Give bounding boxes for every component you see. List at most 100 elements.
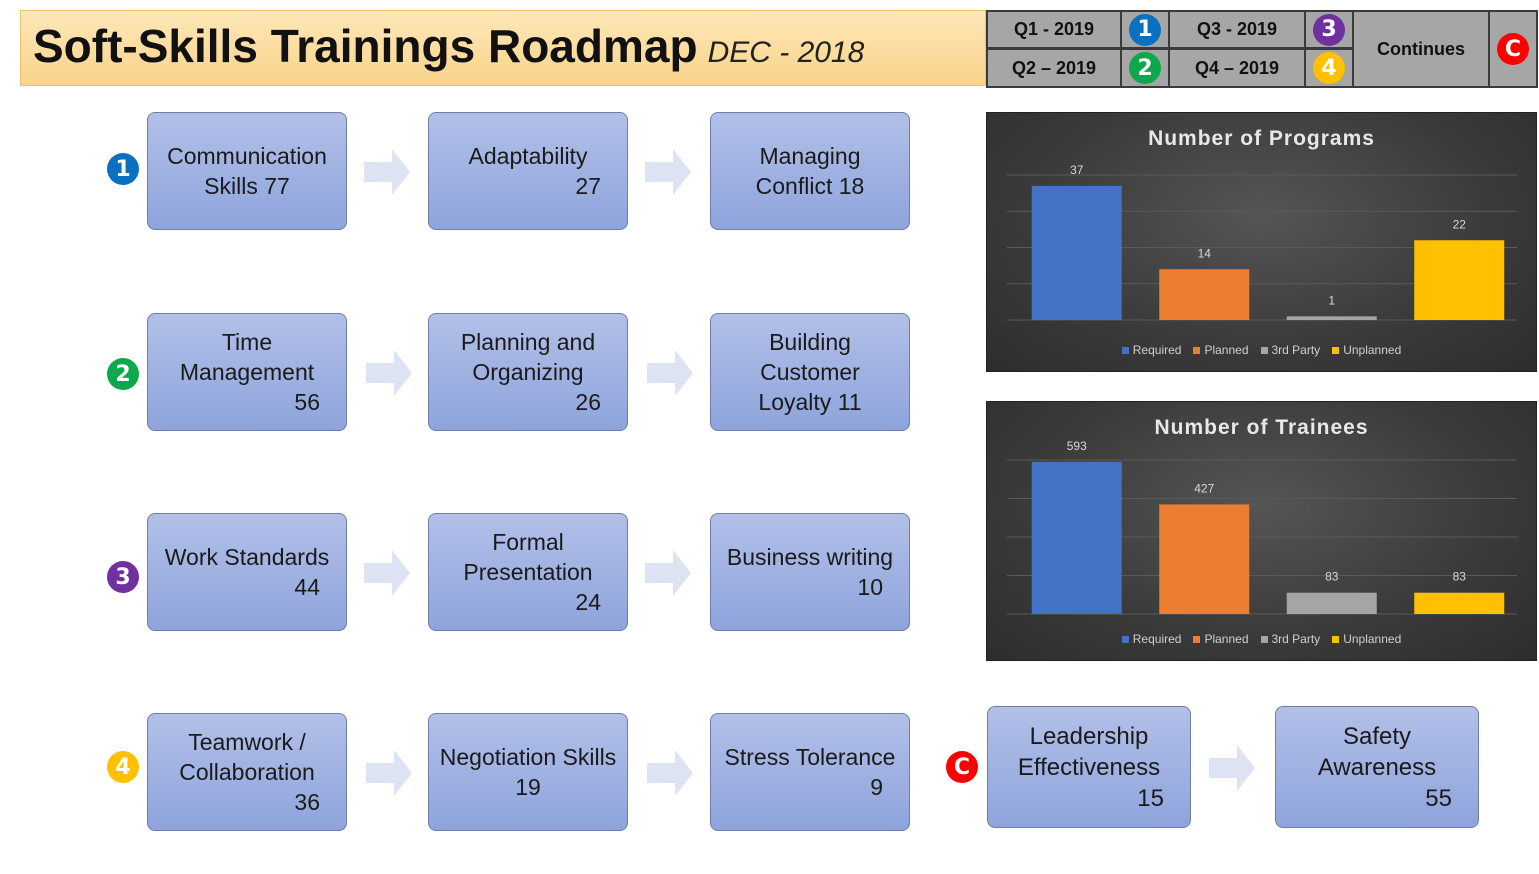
legend-label: Planned (1204, 632, 1249, 646)
legend-swatch (1121, 635, 1129, 643)
legend-label: 3rd Party (1271, 632, 1321, 646)
chart-legend: Required Planned 3rd Party Unplanned (987, 343, 1536, 357)
badge-4-icon: 4 (1313, 52, 1345, 84)
bar-required (1031, 185, 1122, 320)
legend-item-unplanned: Unplanned (1332, 343, 1401, 357)
legend-label: Unplanned (1343, 343, 1402, 357)
title-bar: Soft-Skills Trainings Roadmap DEC - 2018 (20, 10, 986, 86)
legend-swatch (1193, 346, 1201, 354)
legend-label: Required (1132, 343, 1182, 357)
row-4-badge-icon: 4 (107, 751, 139, 783)
training-time-management: Time Management 56 (147, 313, 347, 431)
legend-q1-label: Q1 - 2019 (986, 10, 1122, 49)
legend-swatch (1193, 635, 1201, 643)
title-text: Soft-Skills Trainings Roadmap (33, 20, 698, 72)
training-name: Planning and Organizing (460, 329, 596, 385)
data-label: 83 (1453, 570, 1467, 584)
data-label: 83 (1325, 570, 1339, 584)
chart-legend: Required Planned 3rd Party Unplanned (987, 632, 1536, 646)
arrow-right-icon (364, 550, 410, 596)
legend-item-unplanned: Unplanned (1332, 632, 1401, 646)
training-name: Communication Skills (167, 143, 327, 199)
legend-item-3rd-party: 3rd Party (1260, 343, 1320, 357)
training-name: Business writing (726, 544, 894, 570)
title-date: DEC - 2018 (707, 36, 865, 69)
row-2-badge-icon: 2 (107, 358, 139, 390)
training-count: 18 (838, 173, 865, 199)
legend-swatch (1260, 346, 1268, 354)
arrow-right-icon (645, 149, 691, 195)
training-count: 77 (264, 173, 290, 199)
chart-programs-plot: 37 14 1 22 (1007, 163, 1517, 321)
training-customer-loyalty: Building Customer Loyalty 11 (710, 313, 910, 431)
badge-1-icon: 1 (1129, 13, 1161, 46)
training-name: Negotiation Skills (439, 744, 617, 770)
training-count: 36 (294, 789, 320, 815)
arrow-right-icon (366, 350, 412, 396)
legend-label: Required (1132, 632, 1182, 646)
arrow-right-icon (647, 750, 693, 796)
data-label: 22 (1453, 217, 1467, 231)
legend-item-planned: Planned (1193, 632, 1249, 646)
training-count: 27 (575, 173, 601, 199)
chart-title: Number of Programs (1148, 127, 1375, 150)
legend-swatch (1332, 346, 1340, 354)
legend-q2-label: Q2 – 2019 (986, 48, 1122, 88)
training-count: 56 (294, 389, 320, 415)
arrow-right-icon (647, 350, 693, 396)
legend-q4-label: Q4 – 2019 (1168, 48, 1306, 88)
legend-continues-label: Continues (1352, 10, 1490, 88)
training-name: Formal Presentation (463, 529, 593, 585)
badge-2-icon: 2 (1129, 52, 1161, 84)
bar-3rd-party (1286, 316, 1377, 320)
bar-planned (1159, 504, 1250, 614)
training-business-writing: Business writing 10 (710, 513, 910, 631)
training-planning-organizing: Planning and Organizing 26 (428, 313, 628, 431)
training-name: Leadership Effectiveness (1017, 722, 1161, 781)
badge-c-icon: C (1497, 33, 1529, 65)
legend-item-planned: Planned (1193, 343, 1249, 357)
training-count: 26 (575, 389, 601, 415)
training-count: 55 (1425, 784, 1452, 812)
legend-swatch (1332, 635, 1340, 643)
legend-q3-label: Q3 - 2019 (1168, 10, 1306, 49)
training-name: Work Standards (164, 544, 330, 570)
row-3-badge-icon: 3 (107, 561, 139, 593)
legend-q1-badge-cell: 1 (1120, 10, 1170, 49)
chart-trainees-plot: 593 427 83 83 (1007, 439, 1517, 615)
training-adaptability: Adaptability 27 (428, 112, 628, 230)
bar-required (1031, 461, 1122, 614)
training-count: 10 (857, 574, 883, 600)
training-teamwork: Teamwork / Collaboration 36 (147, 713, 347, 831)
training-count: 24 (575, 589, 601, 615)
training-count: 19 (515, 774, 541, 800)
arrow-right-icon (366, 750, 412, 796)
training-negotiation-skills: Negotiation Skills 19 (428, 713, 628, 831)
chart-title: Number of Trainees (1154, 416, 1369, 439)
training-managing-conflict: Managing Conflict 18 (710, 112, 910, 230)
training-count: 9 (870, 774, 883, 800)
training-work-standards: Work Standards 44 (147, 513, 347, 631)
training-name: Stress Tolerance (724, 744, 896, 770)
training-count: 15 (1137, 784, 1164, 812)
bar-unplanned (1414, 240, 1505, 320)
chart-programs: 37 14 1 22 Number of Programs Required Plan… (986, 112, 1537, 372)
legend-q4-badge-cell: 4 (1304, 48, 1354, 88)
training-leadership-effectiveness: Leadership Effectiveness 15 (987, 706, 1191, 828)
arrow-right-icon (645, 550, 691, 596)
training-stress-tolerance: Stress Tolerance 9 (710, 713, 910, 831)
row-1-badge-icon: 1 (107, 153, 139, 185)
data-label: 37 (1070, 163, 1084, 177)
legend-swatch (1121, 346, 1129, 354)
bar-3rd-party (1286, 592, 1377, 614)
legend-continues-badge-cell: C (1488, 10, 1538, 88)
badge-3-icon: 3 (1313, 13, 1345, 46)
training-name: Teamwork / Collaboration (179, 729, 315, 785)
legend-item-required: Required (1121, 632, 1182, 646)
data-label: 427 (1194, 481, 1214, 495)
legend-label: Unplanned (1343, 632, 1402, 646)
data-label: 593 (1067, 439, 1087, 453)
arrow-right-icon (1209, 743, 1255, 793)
legend-q3-badge-cell: 3 (1304, 10, 1354, 49)
chart-trainees: 593 427 83 83 Number of Trainees Required P… (986, 401, 1537, 661)
